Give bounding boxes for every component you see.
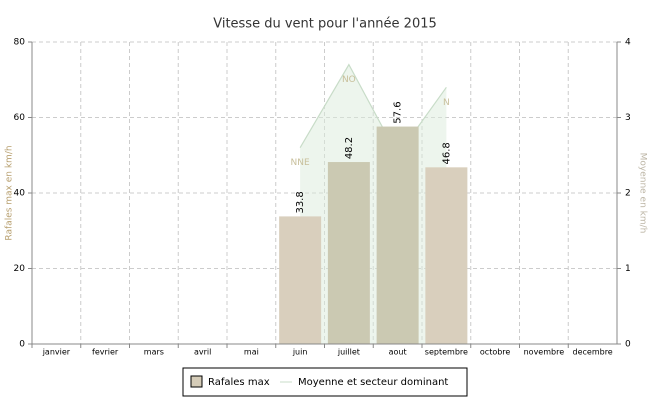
x-tick-label: decembre [573, 348, 613, 357]
y2-tick-label: 3 [625, 113, 631, 123]
y-tick-label: 60 [14, 113, 26, 123]
x-tick-label: octobre [480, 348, 511, 357]
bar [279, 216, 322, 344]
y-axis-label: Rafales max en km/h [5, 145, 15, 240]
y-tick-label: 40 [14, 189, 26, 199]
y2-axis-label: Moyenne en km/h [638, 153, 648, 234]
legend-swatch [190, 375, 203, 388]
line [299, 63, 447, 157]
chart-title: Vitesse du vent pour l'année 2015 [213, 17, 437, 32]
y-tick-label: 80 [14, 38, 26, 48]
x-tick-label: juin [292, 348, 308, 357]
x-tick-label: avril [194, 348, 211, 357]
sector-label: NNE [291, 158, 310, 168]
value-label: 57.6 [393, 101, 404, 123]
y2-tick-label: 4 [625, 38, 631, 48]
y-tick-label: 0 [19, 340, 25, 350]
value-label: 46.8 [441, 142, 452, 164]
bar [376, 126, 419, 344]
value-label: 48.2 [344, 137, 355, 159]
x-tick-label: janvier [42, 348, 71, 357]
x-tick-label: juillet [337, 348, 360, 357]
value-label: 33.8 [295, 191, 306, 213]
y2-tick-label: 2 [625, 189, 631, 199]
x-tick-label: mai [244, 348, 259, 357]
x-tick-label: septembre [425, 348, 468, 357]
bar [327, 162, 370, 344]
legend-box [182, 367, 468, 397]
y2-tick-label: 1 [625, 264, 631, 274]
x-tick-label: mars [144, 348, 164, 357]
sector-label: N [443, 98, 450, 108]
x-tick-label: novembre [524, 348, 565, 357]
legend-label: Moyenne et secteur dominant [298, 377, 448, 388]
x-tick-label: aout [389, 348, 407, 357]
x-tick-label: fevrier [92, 348, 119, 357]
y-tick-label: 20 [14, 264, 26, 274]
legend-label: Rafales max [208, 377, 270, 388]
sector-label: NO [342, 75, 356, 85]
y2-tick-label: 0 [625, 340, 631, 350]
bar [425, 167, 468, 344]
